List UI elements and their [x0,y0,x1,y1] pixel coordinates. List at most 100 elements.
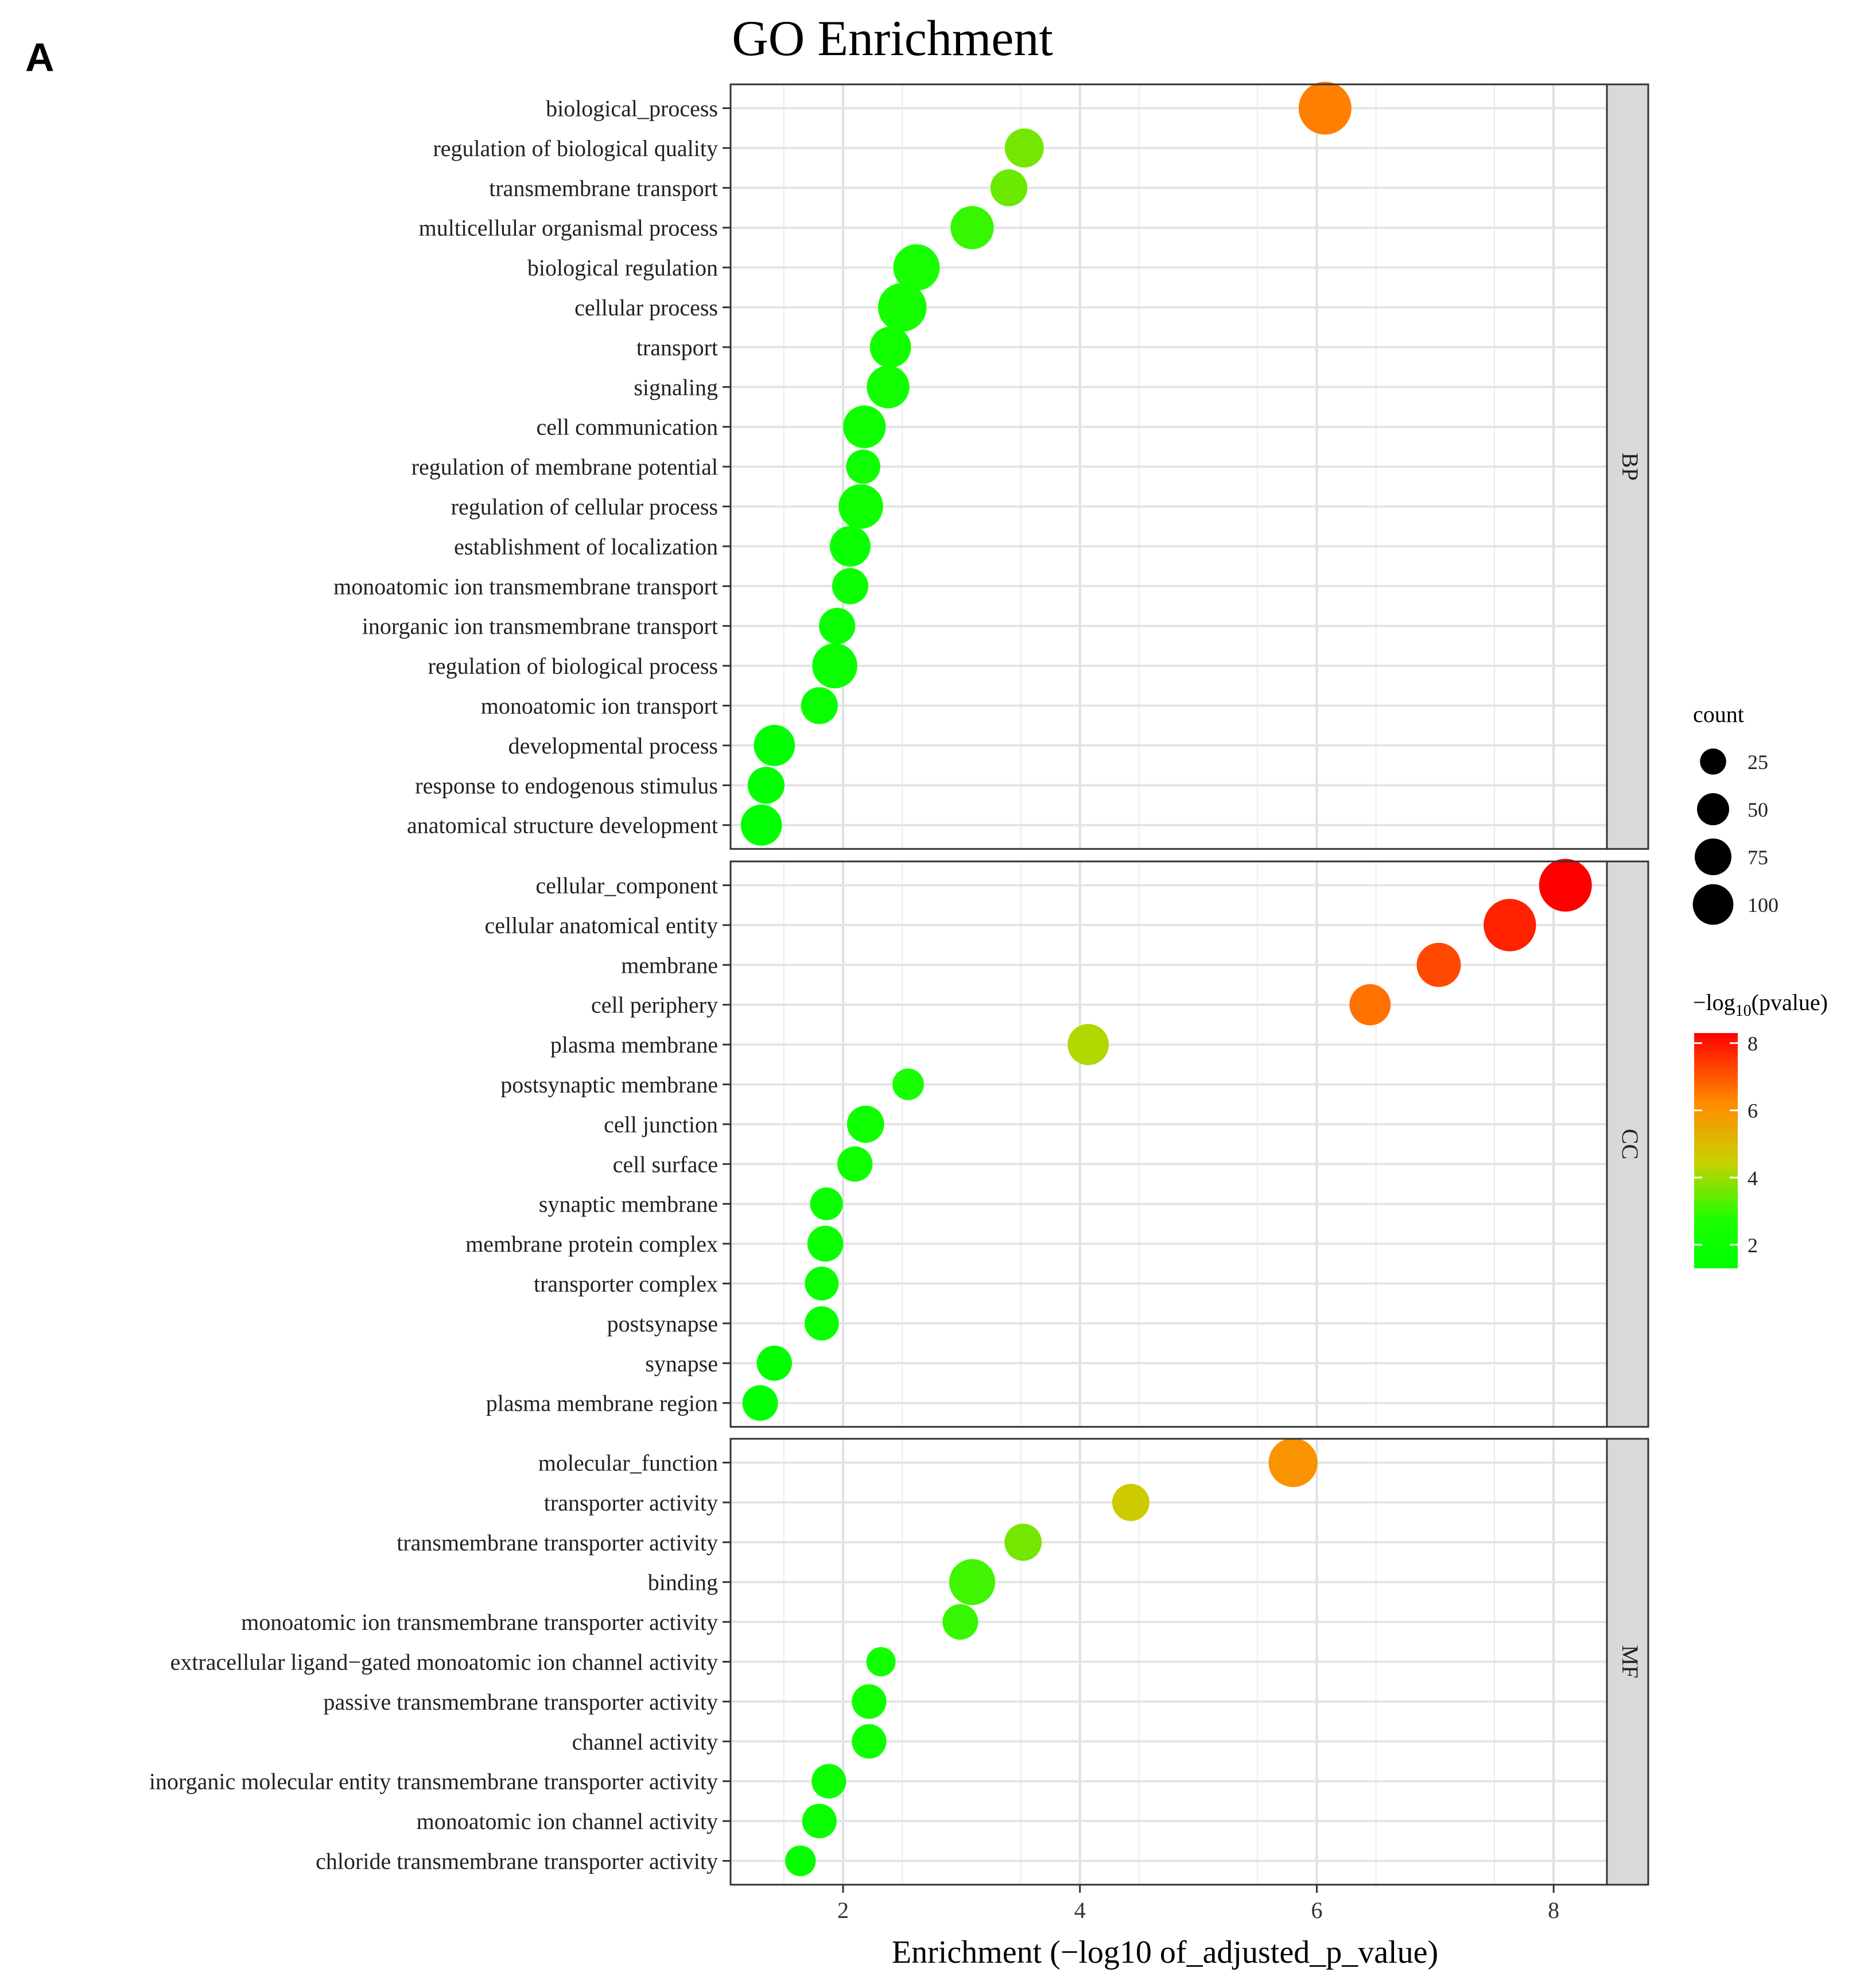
data-point [811,1764,846,1799]
data-point [1112,1484,1150,1521]
color-legend-title-suffix: (pvalue) [1752,989,1828,1015]
category-label: transport [636,335,718,360]
data-point [842,405,886,448]
data-point [867,366,910,409]
category-label: cellular process [574,295,718,321]
category-label: synapse [645,1350,718,1376]
category-label: multicellular organismal process [419,215,718,241]
facet-cc: cellular_component cellular anatomical en… [465,859,1649,1428]
x-axis: 2 4 6 8 [837,1885,1559,1923]
data-point [785,1845,816,1877]
color-legend-title-sub: 10 [1735,1002,1752,1020]
chart-title: GO Enrichment [732,11,1053,67]
facet-strip-label: BP [1617,453,1643,481]
category-label: regulation of biological quality [433,135,718,161]
category-label: inorganic molecular entity transmembrane… [149,1769,718,1795]
category-label: binding [648,1570,718,1595]
facet-strip [1606,860,1649,1428]
colorbar-tick-label: 2 [1748,1234,1758,1257]
size-legend: count 25 50 75 100 [1692,701,1779,925]
category-label: response to endogenous stimulus [415,772,718,798]
data-point [801,687,838,724]
data-point [810,1187,843,1221]
facet-panels: biological_process regulation of biologic… [149,81,1649,1886]
size-legend-label: 25 [1748,751,1768,774]
data-point [942,1604,978,1640]
category-label: monoatomic ion transmembrane transporter… [241,1609,718,1635]
data-point [807,1225,844,1262]
facet-strip-label: MF [1617,1645,1643,1679]
category-label: postsynaptic membrane [500,1072,718,1098]
data-point [802,1803,837,1839]
category-label: monoatomic ion transport [481,693,718,719]
data-point [805,1267,839,1300]
category-label: monoatomic ion channel activity [417,1808,718,1834]
facet-bp: biological_process regulation of biologic… [333,81,1649,850]
colorbar-tick-label: 8 [1748,1032,1758,1055]
color-legend-title-prefix: −log [1693,989,1735,1015]
colorbar-tick-label: 4 [1748,1167,1758,1190]
category-label: extracellular ligand−gated monoatomic io… [170,1649,718,1675]
data-point [1268,1438,1318,1488]
facet-strip-label: CC [1617,1129,1643,1159]
category-label: regulation of biological process [428,653,718,679]
panel-background [731,861,1607,1427]
category-label: anatomical structure development [407,813,718,838]
category-label: biological regulation [527,255,718,281]
category-label: cell surface [613,1151,718,1177]
x-tick-label: 2 [837,1897,849,1923]
data-point [1539,859,1592,912]
category-label: monoatomic ion transmembrane transport [333,573,718,599]
category-label: transmembrane transport [489,175,718,201]
category-label: postsynapse [607,1311,718,1337]
category-label: establishment of localization [454,534,718,560]
data-point [838,484,883,529]
data-point [812,643,857,689]
category-label: regulation of cellular process [451,494,718,520]
category-label: transmembrane transporter activity [397,1529,718,1555]
data-point [819,608,856,644]
x-tick-label: 8 [1548,1897,1559,1923]
data-point [1004,1523,1042,1561]
data-point [866,1647,896,1677]
colorbar-tick-label: 6 [1748,1100,1758,1123]
size-legend-title: count [1693,701,1744,727]
panel-label: A [25,35,55,80]
category-label: cellular anatomical entity [485,913,718,938]
size-legend-key [1697,793,1729,825]
category-label: plasma membrane [550,1032,718,1058]
category-label: chloride transmembrane transporter activ… [316,1849,718,1874]
color-legend: −log10(pvalue) 2 4 6 8 [1693,989,1828,1268]
data-point [1349,984,1391,1026]
data-point [893,244,940,291]
category-label: cellular_component [535,873,718,899]
category-label: cell communication [536,414,718,440]
x-tick-label: 6 [1311,1897,1322,1923]
category-label: inorganic ion transmembrane transport [362,614,718,639]
x-tick-label: 4 [1074,1897,1086,1923]
data-point [805,1306,839,1341]
facet-mf: molecular_function transporter activity tr… [149,1438,1649,1886]
facet-strip [1606,1438,1649,1886]
category-label: molecular_function [538,1450,718,1476]
data-point [877,283,927,332]
size-legend-label: 75 [1748,846,1768,869]
data-point [1004,128,1044,168]
size-legend-key [1692,884,1734,925]
data-point [950,206,994,250]
category-label: transporter activity [544,1490,718,1516]
data-point [852,1724,887,1759]
data-point [949,1559,996,1605]
category-label: cell periphery [591,992,718,1018]
category-label: synaptic membrane [539,1191,718,1217]
category-label: regulation of membrane potential [411,454,718,480]
data-point [852,1684,887,1719]
data-point [740,804,782,846]
data-point [869,327,911,368]
data-point [846,1105,884,1143]
category-label: passive transmembrane transporter activi… [323,1689,718,1715]
data-point [990,169,1028,207]
data-point [837,1146,873,1182]
data-point [1416,942,1461,987]
